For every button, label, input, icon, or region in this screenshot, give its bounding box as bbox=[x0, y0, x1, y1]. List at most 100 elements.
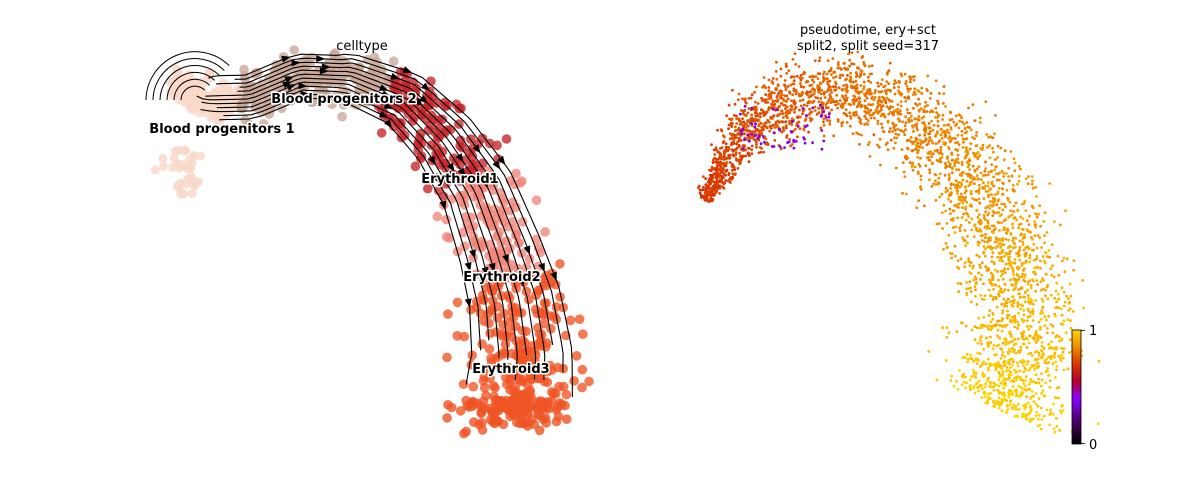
pseudotime-point bbox=[1016, 364, 1020, 368]
pseudotime-point bbox=[1050, 340, 1053, 344]
pseudotime-point bbox=[1007, 359, 1011, 362]
pseudotime-point bbox=[942, 124, 946, 127]
cell-point bbox=[467, 151, 478, 162]
pseudotime-point bbox=[855, 73, 859, 77]
pseudotime-point bbox=[771, 99, 775, 103]
pseudotime-point bbox=[961, 236, 965, 240]
pseudotime-point bbox=[971, 386, 975, 390]
pseudotime-point bbox=[956, 282, 960, 285]
pseudotime-point bbox=[972, 368, 975, 372]
cell-point bbox=[410, 161, 421, 172]
pseudotime-point bbox=[825, 118, 829, 122]
cell-point bbox=[487, 275, 498, 286]
pseudotime-point bbox=[1023, 295, 1026, 299]
pseudotime-point bbox=[1040, 246, 1043, 249]
pseudotime-point bbox=[867, 65, 871, 68]
pseudotime-point bbox=[1006, 404, 1009, 408]
streamline-arrow bbox=[481, 178, 488, 189]
pseudotime-point bbox=[882, 97, 886, 101]
pseudotime-point bbox=[1003, 267, 1007, 271]
cell-point bbox=[188, 179, 198, 189]
pseudotime-point bbox=[993, 132, 996, 136]
pseudotime-point bbox=[928, 168, 931, 172]
pseudotime-point bbox=[948, 118, 952, 122]
pseudotime-point bbox=[926, 152, 930, 155]
pseudotime-point bbox=[1069, 294, 1073, 298]
pseudotime-point bbox=[822, 134, 826, 138]
pseudotime-point bbox=[996, 220, 1000, 224]
pseudotime-point bbox=[1054, 360, 1057, 364]
pseudotime-point bbox=[881, 130, 885, 133]
pseudotime-point bbox=[1014, 286, 1017, 289]
pseudotime-point bbox=[1005, 172, 1008, 175]
streamline-arrow bbox=[376, 93, 386, 101]
pseudotime-point bbox=[978, 201, 981, 205]
pseudotime-point bbox=[923, 133, 927, 137]
pseudotime-point bbox=[941, 113, 945, 117]
pseudotime-point bbox=[997, 396, 1001, 400]
pseudotime-point bbox=[919, 107, 923, 110]
pseudotime-point bbox=[701, 175, 705, 179]
pseudotime-point bbox=[786, 116, 789, 120]
cluster-label: Blood progenitors 2 bbox=[271, 92, 416, 107]
cell-point bbox=[560, 400, 570, 411]
pseudotime-point bbox=[1031, 278, 1034, 281]
pseudotime-point bbox=[999, 258, 1002, 262]
pseudotime-point bbox=[986, 181, 990, 184]
pseudotime-point bbox=[1060, 313, 1064, 317]
pseudotime-point bbox=[1011, 304, 1015, 308]
pseudotime-point bbox=[1040, 348, 1043, 352]
pseudotime-point bbox=[758, 115, 762, 119]
pseudotime-point bbox=[764, 93, 768, 96]
pseudotime-point bbox=[978, 263, 982, 267]
pseudotime-point bbox=[934, 106, 938, 110]
pseudotime-point bbox=[1029, 380, 1033, 384]
pseudotime-point bbox=[965, 179, 969, 183]
pseudotime-point bbox=[882, 85, 885, 89]
pseudotime-point bbox=[775, 100, 779, 103]
pseudotime-point bbox=[967, 357, 970, 361]
pseudotime-point bbox=[962, 212, 965, 216]
pseudotime-point bbox=[948, 164, 951, 168]
pseudotime-point bbox=[1044, 251, 1048, 255]
pseudotime-point bbox=[1024, 209, 1028, 213]
cell-point bbox=[444, 233, 455, 243]
pseudotime-point bbox=[808, 107, 811, 111]
pseudotime-point bbox=[1049, 293, 1053, 297]
pseudotime-point bbox=[788, 122, 791, 125]
pseudotime-point bbox=[775, 77, 779, 81]
pseudotime-point bbox=[746, 152, 750, 156]
pseudotime-point bbox=[984, 395, 987, 399]
pseudotime-point bbox=[1020, 386, 1024, 390]
pseudotime-point bbox=[732, 166, 736, 170]
pseudotime-point bbox=[984, 167, 987, 170]
pseudotime-point bbox=[947, 197, 950, 201]
pseudotime-point bbox=[1043, 359, 1047, 362]
pseudotime-point bbox=[982, 250, 986, 254]
cell-point bbox=[177, 160, 187, 170]
pseudotime-point bbox=[1034, 185, 1038, 189]
pseudotime-point bbox=[1031, 186, 1035, 190]
pseudotime-point bbox=[738, 139, 741, 143]
pseudotime-point bbox=[738, 162, 741, 166]
pseudotime-point bbox=[1012, 288, 1015, 292]
pseudotime-point bbox=[788, 137, 791, 141]
pseudotime-point bbox=[1049, 267, 1053, 271]
pseudotime-point bbox=[1027, 223, 1031, 227]
pseudotime-point bbox=[1057, 396, 1061, 400]
pseudotime-point bbox=[961, 206, 964, 210]
streamline-arrow bbox=[402, 66, 412, 74]
pseudotime-point bbox=[941, 326, 944, 330]
pseudotime-point bbox=[819, 126, 823, 130]
pseudotime-point bbox=[867, 79, 870, 83]
pseudotime-point bbox=[982, 282, 985, 286]
pseudotime-point bbox=[778, 91, 782, 95]
pseudotime-point bbox=[953, 254, 957, 258]
pseudotime-point bbox=[1025, 219, 1029, 223]
pseudotime-point bbox=[937, 176, 941, 180]
cell-point bbox=[433, 185, 444, 196]
pseudotime-point bbox=[947, 331, 951, 335]
streamline bbox=[239, 65, 546, 381]
pseudotime-point bbox=[736, 167, 740, 170]
pseudotime-point bbox=[964, 189, 968, 193]
